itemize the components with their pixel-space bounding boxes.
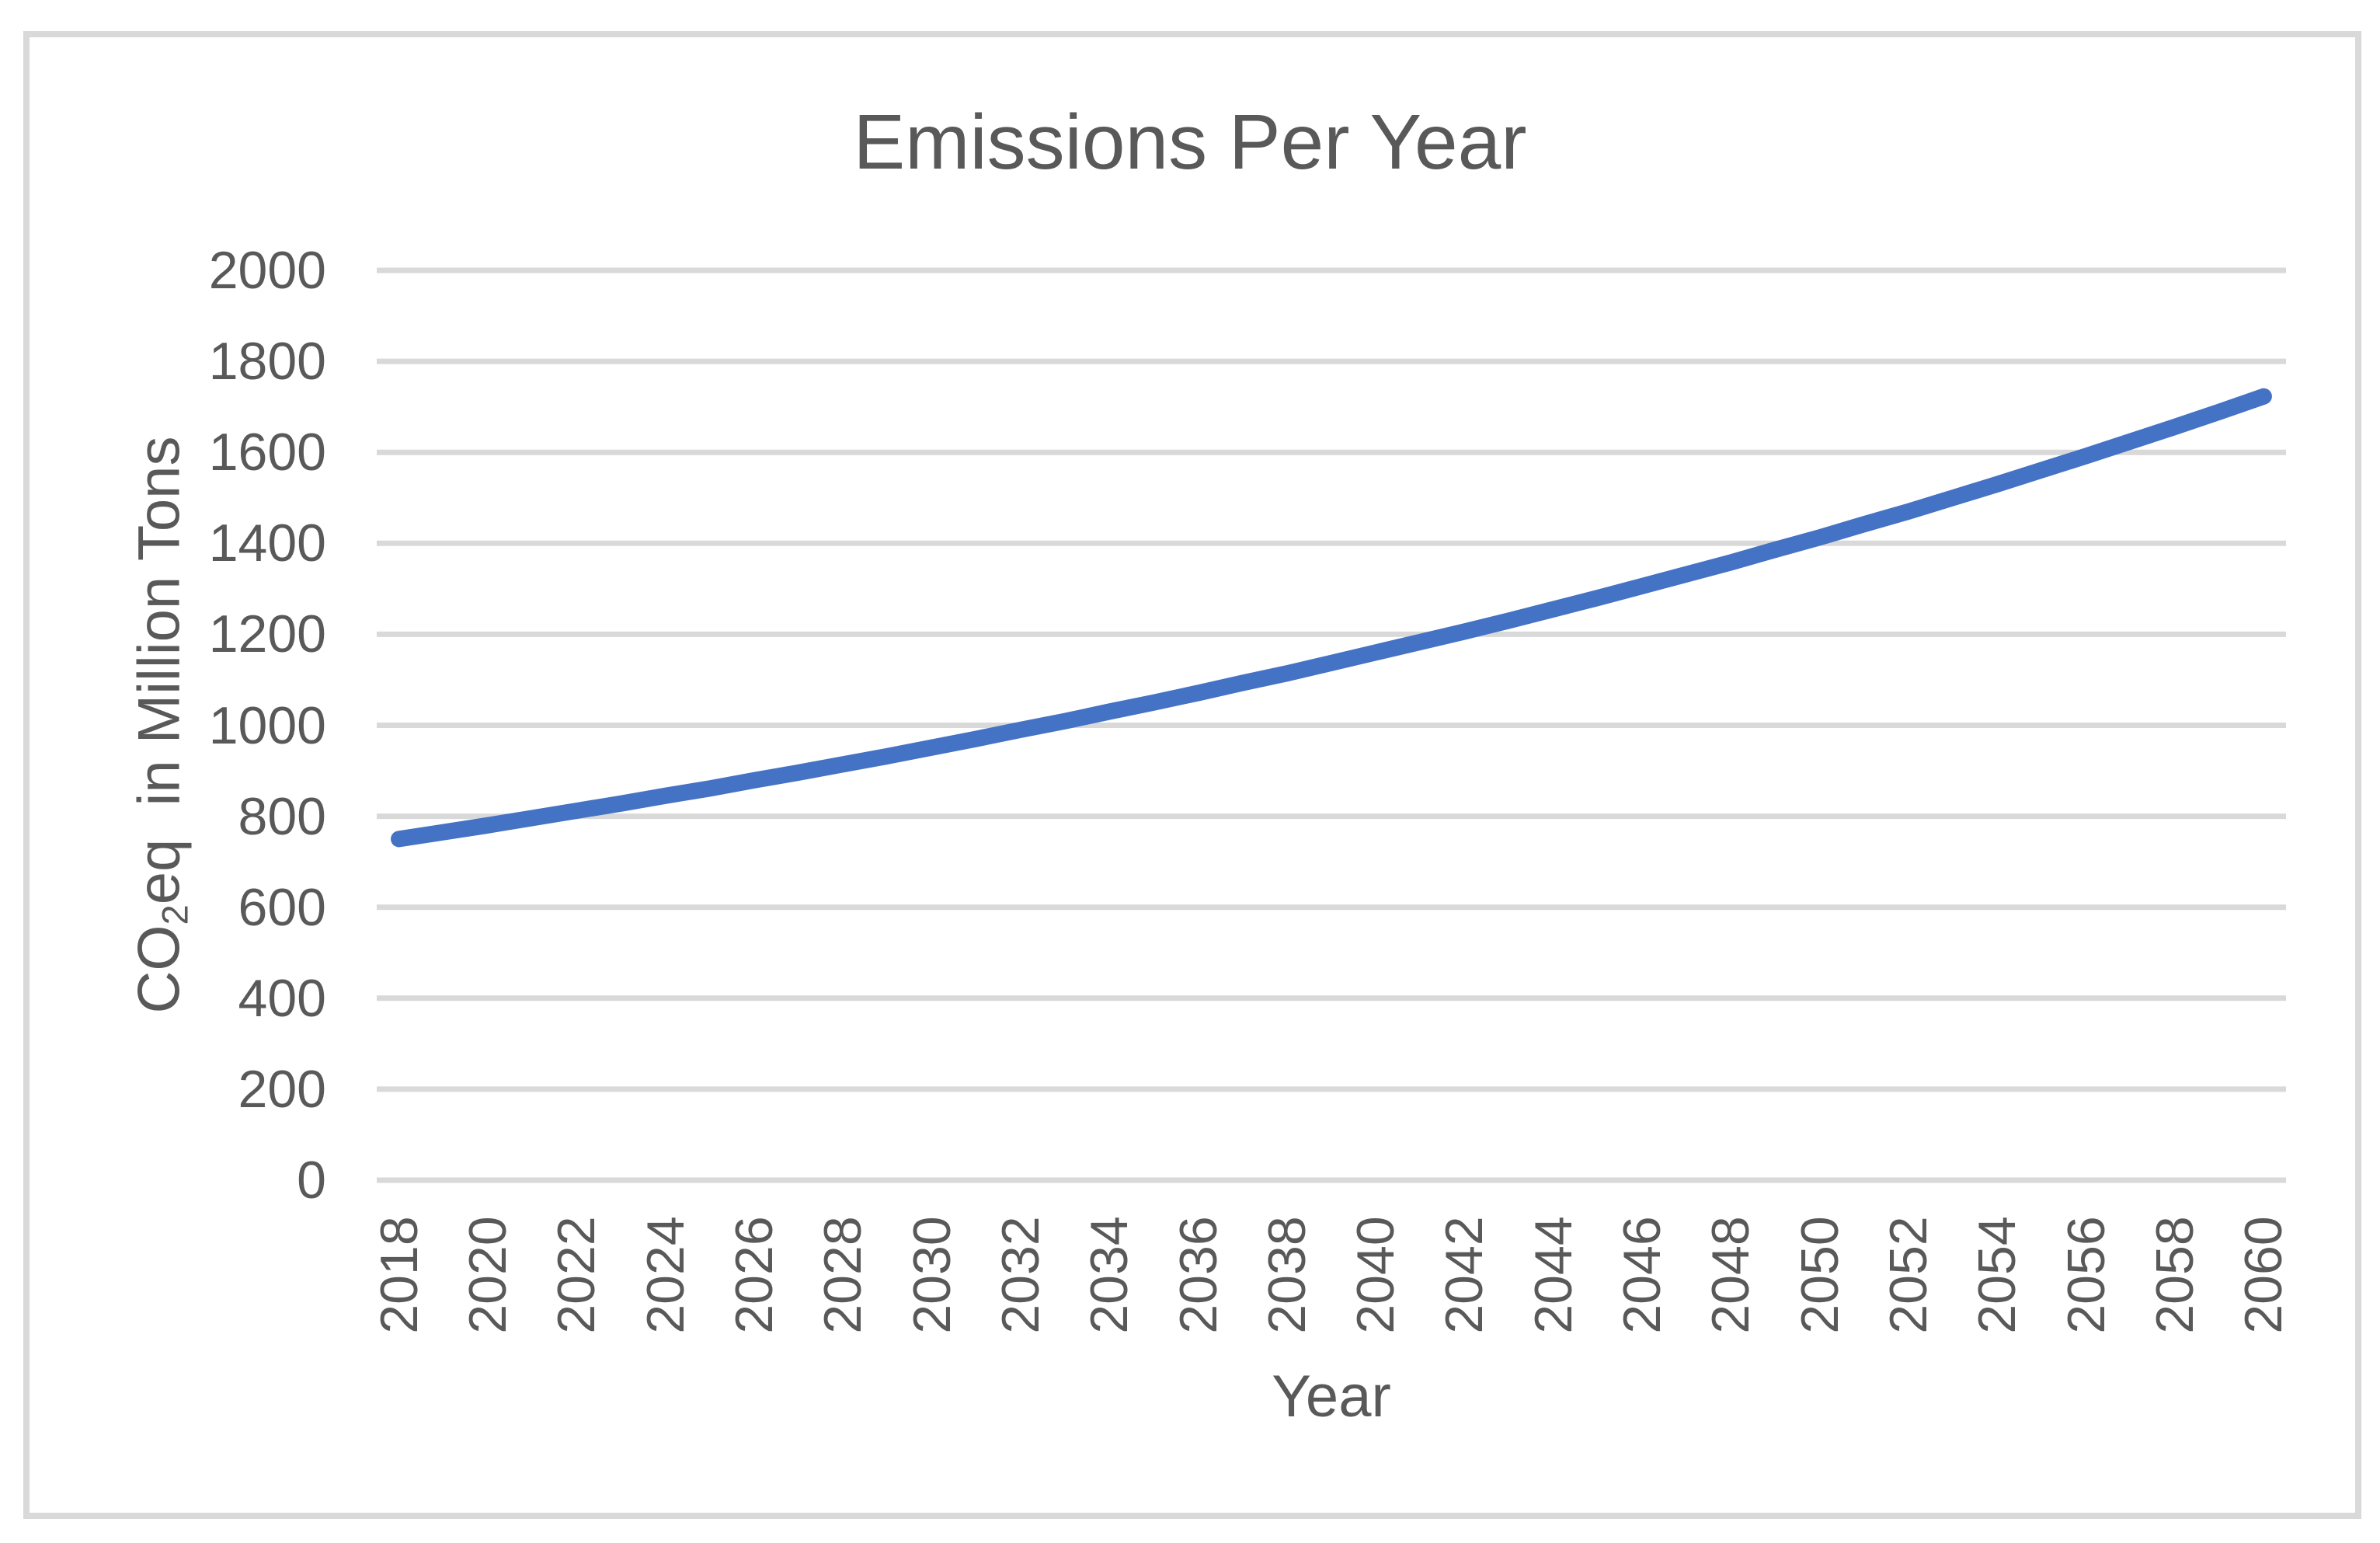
x-tick-label: 2052 bbox=[1879, 1216, 1939, 1334]
x-tick-label: 2018 bbox=[369, 1216, 429, 1334]
y-tick-label: 2000 bbox=[208, 241, 326, 300]
y-tick-label: 1600 bbox=[208, 423, 326, 482]
y-tick-label: 1400 bbox=[208, 514, 326, 573]
x-tick-label: 2022 bbox=[547, 1216, 607, 1334]
x-tick-label: 2060 bbox=[2234, 1216, 2294, 1334]
x-axis-title: Year bbox=[1272, 1364, 1391, 1430]
x-tick-label: 2048 bbox=[1701, 1216, 1761, 1334]
x-tick-label: 2028 bbox=[813, 1216, 873, 1334]
y-axis-title-subscript: 2 bbox=[154, 904, 196, 925]
x-tick-label: 2026 bbox=[724, 1216, 784, 1334]
chart-title: Emissions Per Year bbox=[853, 99, 1527, 186]
y-axis-title-prefix: CO bbox=[126, 925, 193, 1014]
x-tick-label: 2032 bbox=[990, 1216, 1050, 1334]
y-axis-title: CO2eq in Million Tons bbox=[126, 436, 198, 1014]
y-tick-label: 400 bbox=[238, 968, 326, 1028]
x-tick-label: 2058 bbox=[2145, 1216, 2205, 1334]
y-tick-label: 1800 bbox=[208, 332, 326, 392]
x-tick-label: 2030 bbox=[902, 1216, 962, 1334]
x-tick-label: 2046 bbox=[1613, 1216, 1672, 1334]
y-tick-label: 1200 bbox=[208, 604, 326, 664]
x-tick-label: 2020 bbox=[458, 1216, 517, 1334]
y-tick-label: 800 bbox=[238, 786, 326, 846]
x-tick-label: 2056 bbox=[2056, 1216, 2116, 1334]
x-tick-label: 2036 bbox=[1168, 1216, 1228, 1334]
x-tick-label: 2054 bbox=[1968, 1216, 2027, 1334]
y-tick-label: 0 bbox=[297, 1151, 326, 1210]
y-axis-title-rest: eq in Million Tons bbox=[126, 436, 193, 905]
x-tick-label: 2040 bbox=[1346, 1216, 1406, 1334]
emissions-line-series bbox=[391, 388, 2272, 848]
x-tick-label: 2034 bbox=[1080, 1216, 1140, 1334]
y-tick-label: 1000 bbox=[208, 695, 326, 755]
y-tick-label: 200 bbox=[238, 1059, 326, 1119]
x-tick-label: 2038 bbox=[1257, 1216, 1317, 1334]
gridlines bbox=[377, 267, 2286, 1183]
x-tick-label: 2042 bbox=[1435, 1216, 1494, 1334]
x-tick-label: 2050 bbox=[1790, 1216, 1849, 1334]
x-tick-label: 2044 bbox=[1523, 1216, 1583, 1334]
y-tick-label: 600 bbox=[238, 877, 326, 937]
x-tick-label: 2024 bbox=[635, 1216, 695, 1334]
chart-border bbox=[23, 31, 2361, 1519]
